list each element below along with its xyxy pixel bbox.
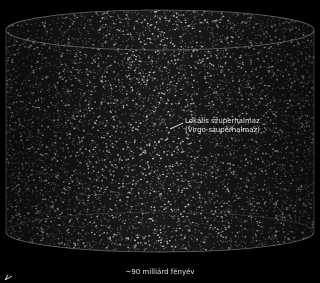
annotation-label: (Virgo-szuperhalmaz) bbox=[185, 126, 260, 134]
cosmic-web-view: Lokális szuperhalmaz (Virgo-szuperhalmaz… bbox=[0, 0, 318, 283]
page: {"annotation": {"line1": "Lokális szuper… bbox=[0, 0, 318, 283]
scale-label: ~90 milliárd fényév bbox=[125, 268, 194, 276]
annotation-label: Lokális szuperhalmaz bbox=[185, 117, 260, 125]
edge-shading bbox=[0, 0, 318, 260]
cylinder-volume bbox=[0, 0, 318, 260]
